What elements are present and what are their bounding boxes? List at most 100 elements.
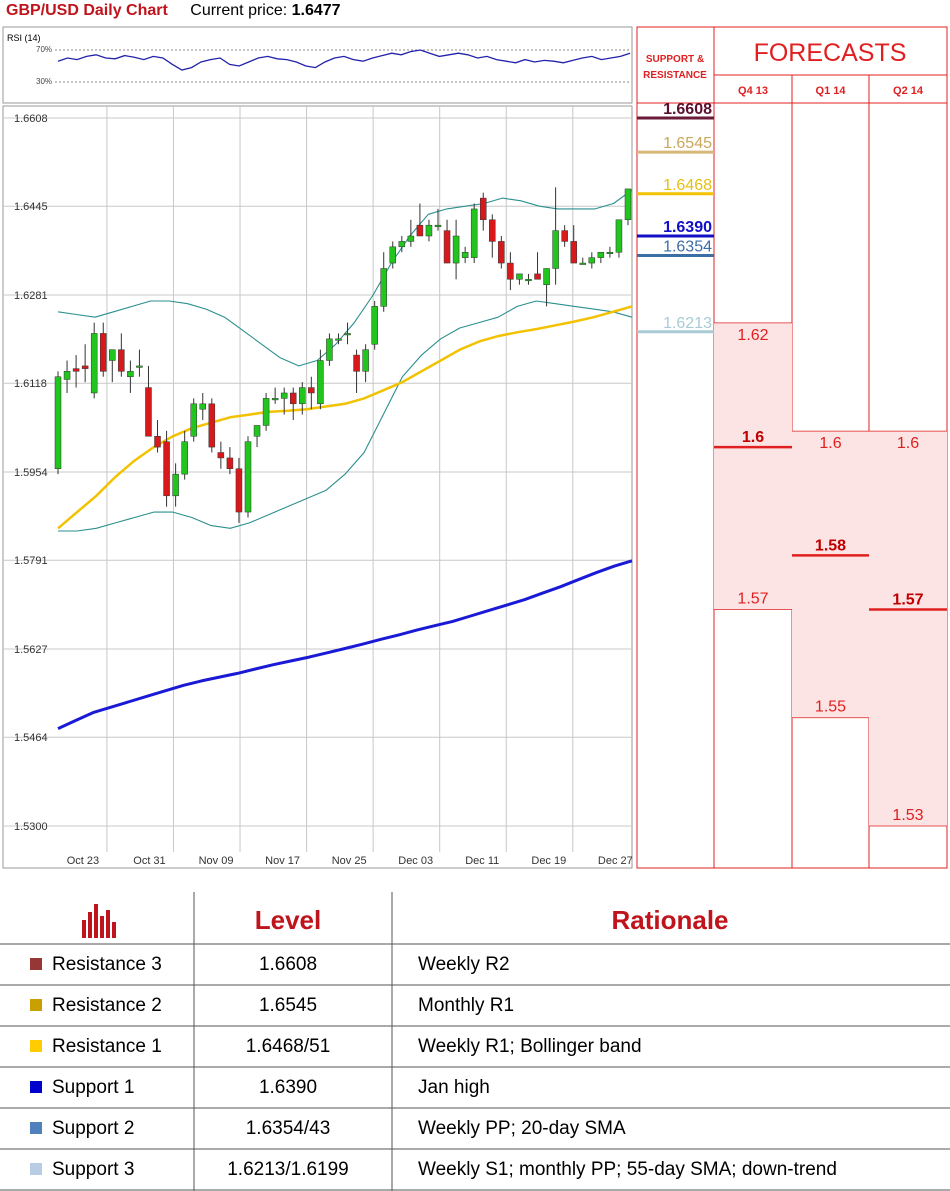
candle-bull bbox=[525, 279, 532, 282]
y-tick-label: 1.6118 bbox=[14, 378, 47, 390]
level-name: Resistance 3 bbox=[52, 954, 162, 975]
candle-bear bbox=[479, 197, 487, 221]
forecast-high-label: 1.6 bbox=[897, 435, 919, 452]
candle-bear bbox=[154, 436, 161, 448]
level-swatch bbox=[30, 1040, 42, 1052]
candle-bear bbox=[570, 241, 577, 264]
forecast-range bbox=[714, 322, 792, 610]
level-swatch bbox=[30, 1163, 42, 1175]
candle-bull bbox=[371, 306, 378, 345]
candle-bear bbox=[561, 230, 568, 242]
x-tick-label: Nov 25 bbox=[332, 855, 367, 867]
candle-bull bbox=[244, 441, 252, 513]
candle-bull bbox=[335, 338, 342, 341]
rsi-line bbox=[57, 49, 631, 71]
y-tick-label: 1.5954 bbox=[14, 467, 48, 479]
x-tick-label: Dec 11 bbox=[465, 855, 499, 867]
sr-level-label: 1.6354 bbox=[663, 238, 712, 255]
x-tick-label: Oct 31 bbox=[133, 855, 165, 867]
forecasts-title: FORECASTS bbox=[754, 39, 907, 67]
candle-bull bbox=[109, 349, 116, 361]
candle-bull bbox=[362, 349, 369, 372]
level-value: 1.6354/43 bbox=[246, 1118, 331, 1139]
x-tick-label: Dec 27 bbox=[598, 855, 633, 867]
sr-levels: 1.6608 1.6545 1.6468 1.6390 1.6354 1.6213 bbox=[637, 101, 714, 334]
candle-bull bbox=[90, 333, 98, 394]
rsi-label: RSI (14) bbox=[7, 33, 41, 43]
level-value: 1.6468/51 bbox=[246, 1036, 331, 1057]
forecast-range bbox=[869, 431, 947, 826]
level-value: 1.6545 bbox=[259, 995, 317, 1016]
level-rationale: Weekly R1; Bollinger band bbox=[418, 1036, 642, 1057]
candle-bear bbox=[416, 224, 424, 237]
y-axis-ticks: 1.6608 1.6445 1.6281 1.6118 1.5954 1.5791 1.56… bbox=[14, 113, 48, 833]
x-tick-label: Nov 17 bbox=[265, 855, 300, 867]
sma-long-line bbox=[57, 559, 633, 730]
candle-bear bbox=[308, 387, 315, 394]
candle-bull bbox=[54, 376, 62, 470]
x-axis-ticks: Oct 23 Oct 31 Nov 09 Nov 17 Nov 25 Dec 03 Dec … bbox=[67, 855, 633, 867]
level-rationale: Monthly R1 bbox=[418, 995, 514, 1016]
x-tick-label: Nov 09 bbox=[199, 855, 234, 867]
forecast-range bbox=[792, 431, 869, 718]
candle-bull bbox=[579, 262, 587, 265]
level-value: 1.6213/1.6199 bbox=[227, 1159, 349, 1180]
level-name: Support 1 bbox=[52, 1077, 134, 1098]
candle-bull bbox=[434, 224, 442, 227]
candle-bull bbox=[280, 392, 288, 399]
level-name: Support 3 bbox=[52, 1159, 134, 1180]
levels-table: Level Rationale Resistance 3 1.6608 Weekly… bbox=[0, 892, 950, 1191]
candle-bull bbox=[190, 403, 197, 437]
price-label: Current price: bbox=[190, 2, 288, 19]
y-tick-label: 1.5464 bbox=[14, 732, 48, 744]
rsi-panel: RSI (14) 70% 30% bbox=[2, 26, 633, 104]
sr-level-label: 1.6468 bbox=[663, 177, 712, 194]
forecast-columns: Q4 13 1.62 1.6 1.57 Q1 14 1.6 1.58 1.55 Q2 14 1.6… bbox=[714, 85, 947, 827]
candle-bull bbox=[470, 208, 478, 258]
forecast-quarter-label: Q4 13 bbox=[738, 85, 768, 97]
rsi-70-label: 70% bbox=[36, 45, 52, 54]
y-tick-label: 1.6445 bbox=[14, 201, 48, 213]
chart-title: GBP/USD Daily Chart bbox=[6, 2, 168, 19]
candle-bear bbox=[226, 457, 234, 470]
rsi-frame bbox=[2, 26, 633, 104]
level-rationale: Jan high bbox=[418, 1077, 490, 1098]
candle-bear bbox=[353, 354, 360, 372]
candles bbox=[54, 187, 632, 523]
candle-bull bbox=[271, 398, 279, 401]
candle-bull bbox=[407, 235, 415, 242]
forecast-high-label: 1.6 bbox=[819, 435, 841, 452]
candle-bull bbox=[398, 241, 406, 248]
candle-bull bbox=[543, 268, 550, 285]
price-value: 1.6477 bbox=[291, 2, 341, 19]
sr-level-label: 1.6545 bbox=[663, 135, 712, 152]
candle-bull bbox=[606, 251, 614, 254]
candle-bear bbox=[118, 349, 125, 372]
level-value: 1.6608 bbox=[259, 954, 317, 975]
candle-bear bbox=[217, 452, 225, 459]
candle-bull bbox=[425, 224, 433, 237]
candle-bull bbox=[172, 473, 179, 497]
candle-bear bbox=[489, 219, 496, 242]
forecast-high-label: 1.62 bbox=[737, 327, 768, 344]
price-chart-frame bbox=[2, 105, 633, 869]
candle-bull bbox=[63, 371, 71, 380]
rationale-header: Rationale bbox=[611, 905, 728, 935]
candle-bear bbox=[289, 392, 297, 405]
candle-bear bbox=[145, 387, 152, 437]
level-swatch bbox=[30, 958, 42, 970]
y-tick-label: 1.6281 bbox=[14, 290, 48, 302]
forecast-low-label: 1.55 bbox=[815, 699, 846, 716]
candle-bear bbox=[534, 273, 541, 280]
forecast-panel: SUPPORT & RESISTANCE FORECASTS Q4 131.621… bbox=[636, 26, 948, 869]
forecast-quarter-label: Q2 14 bbox=[893, 85, 924, 97]
forecast-low-label: 1.53 bbox=[892, 807, 923, 824]
sr-level-label: 1.6213 bbox=[663, 315, 712, 332]
level-name: Support 2 bbox=[52, 1118, 134, 1139]
bar-chart-icon bbox=[82, 904, 116, 938]
x-tick-label: Oct 23 bbox=[67, 855, 99, 867]
level-rationale: Weekly PP; 20-day SMA bbox=[418, 1118, 626, 1139]
forecast-quarter-label: Q1 14 bbox=[816, 85, 847, 97]
level-swatch bbox=[30, 999, 42, 1011]
candle-bull bbox=[516, 273, 523, 280]
